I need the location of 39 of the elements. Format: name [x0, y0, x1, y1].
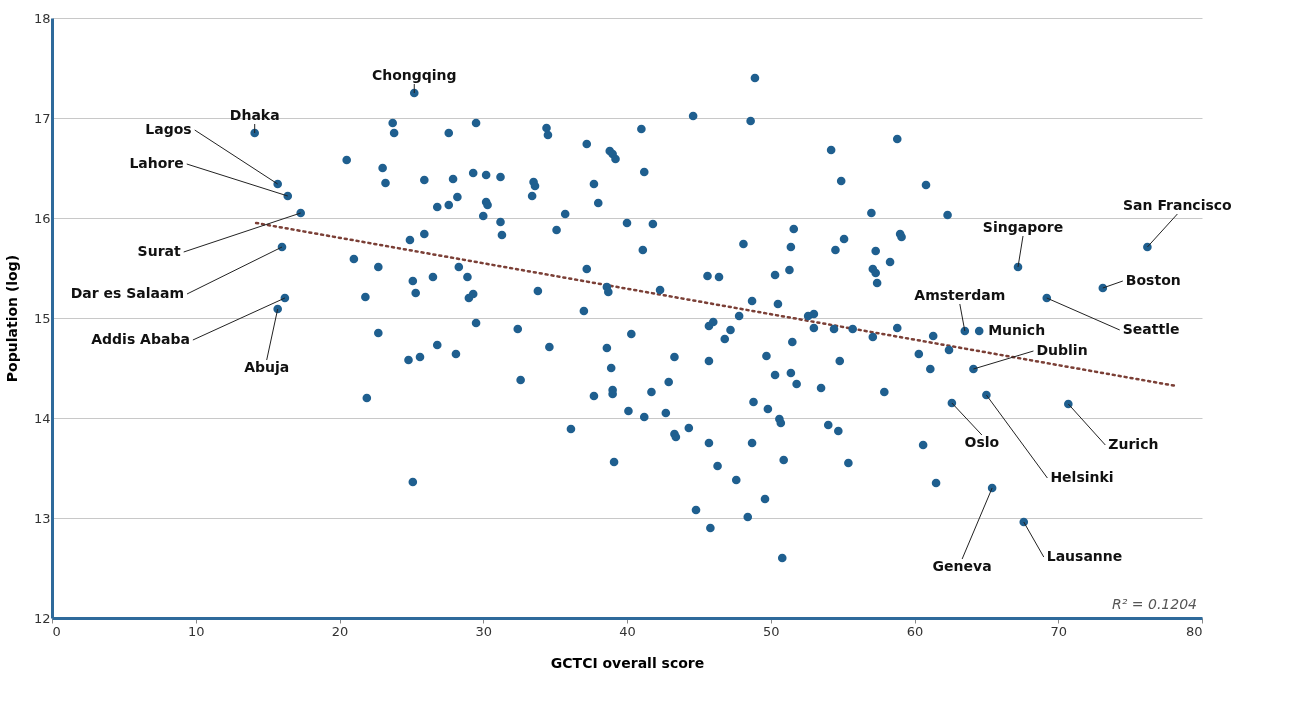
annotation: Amsterdam	[914, 287, 1006, 303]
y-tick-label: 17	[33, 110, 51, 126]
annotation: Addis Ababa	[91, 331, 190, 347]
x-tick-label: 40	[619, 623, 636, 639]
annotation: Abuja	[244, 359, 290, 375]
annotation: Lahore	[129, 155, 184, 171]
annotation: Oslo	[964, 434, 1000, 450]
x-tick-label: 30	[475, 623, 493, 639]
y-tick-label: 14	[33, 410, 51, 426]
x-tick-label: 0	[52, 623, 61, 639]
x-axis-title: GCTCI overall score	[550, 654, 705, 671]
annotation: Zurich	[1108, 436, 1159, 452]
annotation: Dar es Salaam	[70, 285, 184, 301]
annotation: Dhaka	[229, 107, 280, 123]
annotation: R² = 0.1204	[1112, 596, 1197, 612]
annotation: San Francisco	[1123, 197, 1233, 213]
y-tick-label: 12	[33, 610, 51, 626]
annotation: Singapore	[982, 219, 1064, 235]
y-tick-label: 15	[33, 310, 51, 326]
annotation: Dublin	[1036, 342, 1088, 358]
annotation: Seattle	[1122, 321, 1180, 337]
y-tick-label: 16	[33, 210, 51, 226]
x-tick-label: 60	[906, 623, 924, 639]
x-tick-label: 70	[1050, 623, 1068, 639]
annotation: Geneva	[932, 558, 992, 574]
annotation: Surat	[137, 243, 181, 259]
annotation: Munich	[988, 322, 1046, 338]
x-tick-label: 20	[331, 623, 349, 639]
x-tick-label: 10	[187, 623, 205, 639]
annotation: Boston	[1125, 272, 1181, 288]
x-tick-label: 50	[762, 623, 780, 639]
x-tick-label: 80	[1185, 623, 1203, 639]
annotation: Helsinki	[1050, 469, 1114, 485]
y-tick-label: 13	[33, 510, 51, 526]
annotation: Lagos	[145, 121, 192, 137]
annotation: Lausanne	[1046, 548, 1123, 564]
y-axis-title: Population (log)	[3, 254, 20, 383]
annotation: Chongqing	[371, 67, 457, 83]
y-tick-label: 18	[33, 10, 51, 26]
